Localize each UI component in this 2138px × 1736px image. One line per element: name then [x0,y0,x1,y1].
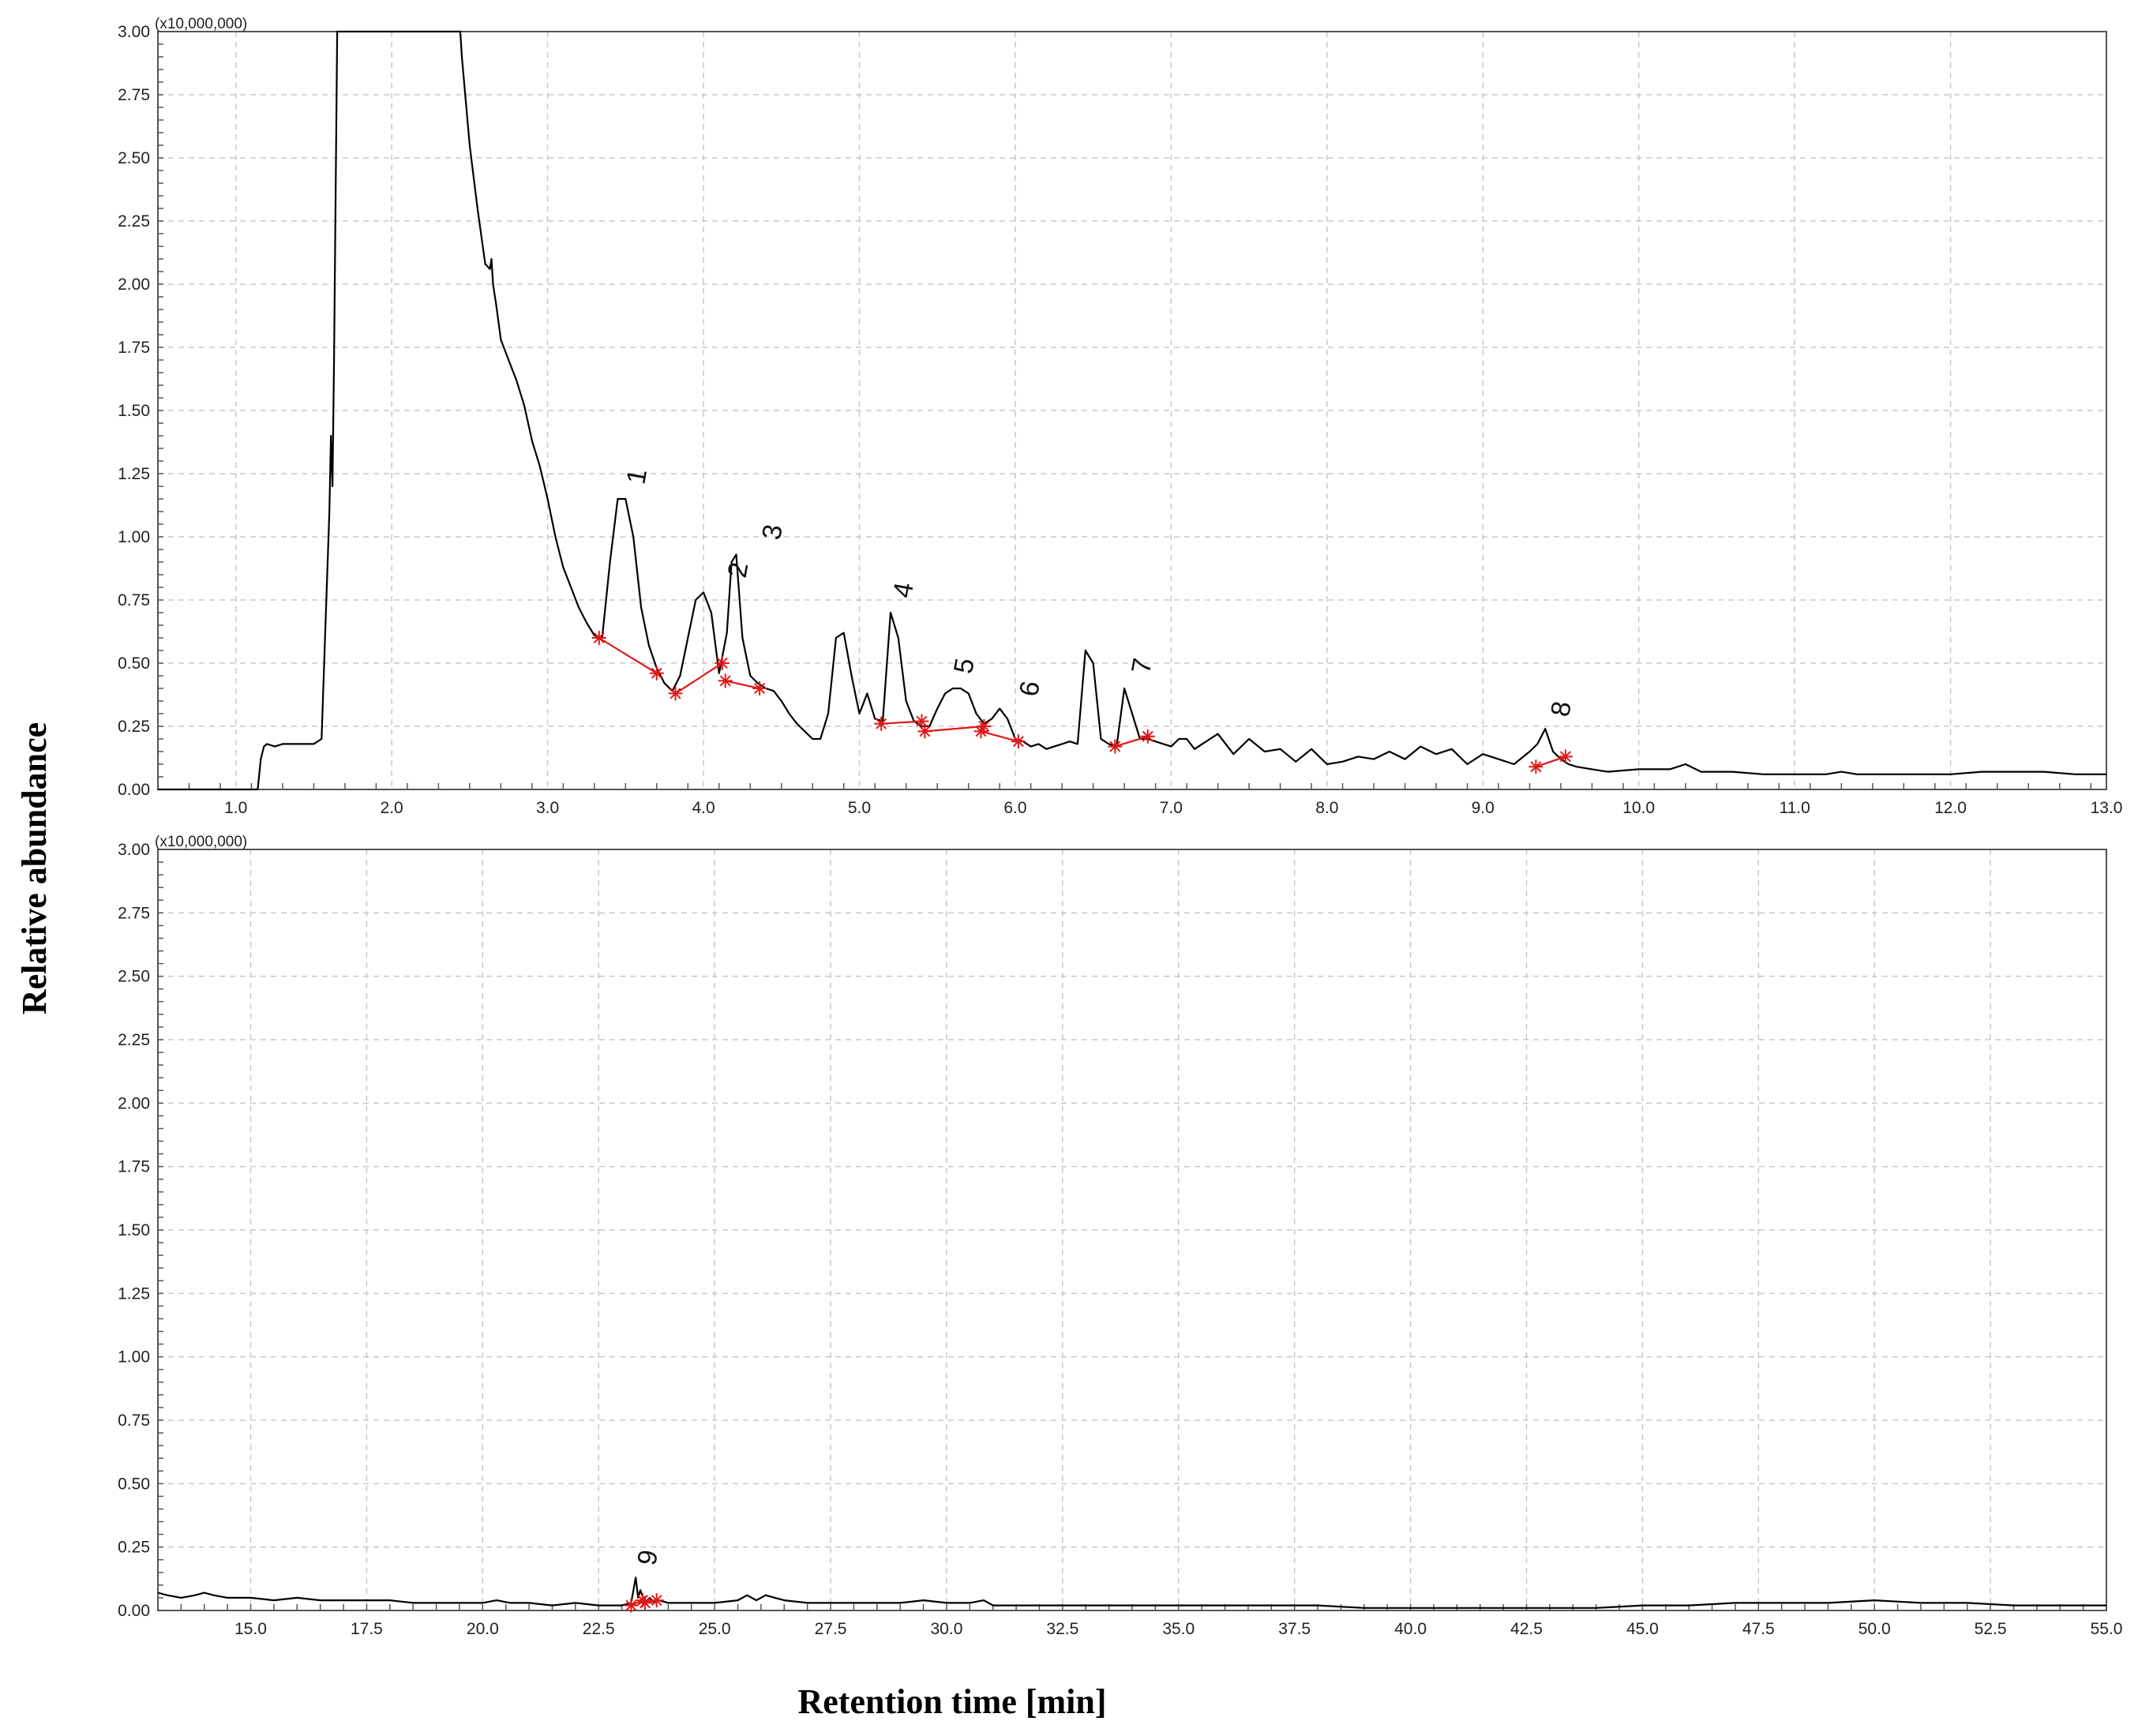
top-y-tick-label: 1.50 [118,402,150,420]
bottom-x-tick-label: 17.5 [351,1620,383,1638]
top-peak-label-1: 1 [621,467,653,486]
top-x-tick-label: 9.0 [1472,799,1495,817]
top-y-tick-label: 1.00 [118,528,150,546]
bottom-y-tick-label: 3.00 [118,841,150,859]
bottom-x-tick-label: 27.5 [815,1620,847,1638]
bottom-x-tick-label: 55.0 [2091,1620,2123,1638]
top-x-tick-label: 1.0 [224,799,247,817]
top-integration-marker [1140,729,1155,744]
top-x-tick-label: 12.0 [1934,799,1967,817]
bottom-peak-label-9: 9 [632,1547,664,1567]
top-x-tick-label: 2.0 [381,799,403,817]
top-chromatogram-trace [158,30,2106,791]
top-integration-baseline [1536,756,1566,768]
y-axis-title: Relative abundance [15,722,54,1014]
bottom-x-tick-label: 42.5 [1510,1620,1543,1638]
top-y-tick-label: 1.75 [118,339,150,357]
top-x-tick-label: 13.0 [2091,799,2123,817]
top-y-tick-label: 0.25 [118,718,150,736]
bottom-x-tick-label: 22.5 [583,1620,615,1638]
top-integration-marker [591,631,606,645]
bottom-y-tick-label: 0.50 [118,1475,150,1493]
bottom-x-tick-label: 52.5 [1975,1620,2007,1638]
top-integration-marker [649,666,664,681]
top-peak-label-3: 3 [756,522,789,542]
bottom-x-tick-label: 25.0 [699,1620,731,1638]
top-y-tick-label: 2.75 [118,86,150,104]
top-integration-marker [973,724,988,739]
top-integration-baseline [1114,735,1149,748]
bottom-y-tick-label: 1.00 [118,1348,150,1367]
top-peak-label-2: 2 [722,560,755,579]
top-integration-marker [718,673,733,688]
top-peak-label-4: 4 [887,580,920,600]
bottom-integration-marker [624,1598,639,1613]
bottom-y-tick-label: 0.25 [118,1539,150,1557]
bottom-x-tick-label: 32.5 [1046,1620,1078,1638]
bottom-y-tick-label: 1.75 [118,1158,150,1176]
top-y-tick-label: 3.00 [118,23,150,41]
top-peak-label-5: 5 [948,656,981,676]
bottom-chromatogram-trace [157,1577,2106,1609]
top-x-tick-label: 4.0 [692,799,715,817]
top-x-tick-label: 10.0 [1622,799,1655,817]
top-multiplier-label: (x10,000,000) [155,16,247,32]
top-x-tick-label: 3.0 [536,799,559,817]
top-integration-baseline [674,662,723,695]
bottom-integration-marker [638,1595,652,1610]
top-integration-marker [752,681,767,696]
top-y-tick-label: 0.75 [118,591,150,609]
top-integration-marker [715,656,730,670]
bottom-x-tick-label: 47.5 [1742,1620,1775,1638]
top-integration-baseline [981,730,1019,743]
bottom-x-tick-label: 15.0 [234,1620,267,1638]
top-integration-marker [874,716,889,731]
top-peak-label-8: 8 [1545,699,1577,718]
chromatogram-panel-top: 1.0 2.0 3.0 4.0 5.0 6.0 7.0 8.0 9.0 10.0 11.0 12.0 1… [118,16,2122,817]
top-integration-marker [668,686,683,701]
top-x-tick-label: 5.0 [848,799,871,817]
x-axis-title: Retention time [min] [797,1682,1106,1721]
chromatogram-panel-bottom: 15.0 17.5 20.0 22.5 25.0 27.5 30.0 32.5 35.0 37.5… [118,834,2122,1638]
top-x-tick-label: 7.0 [1160,799,1183,817]
bottom-y-tick-label: 2.25 [118,1031,150,1049]
top-integration-marker [1011,734,1026,749]
top-integration-baseline [598,637,658,674]
top-integration-baseline [925,725,985,733]
bottom-x-tick-label: 37.5 [1278,1620,1311,1638]
top-y-tick-label: 0.00 [118,781,150,799]
bottom-x-tick-label: 30.0 [931,1620,963,1638]
top-y-tick-label: 2.25 [118,212,150,231]
top-y-tick-label: 2.50 [118,149,150,167]
bottom-x-tick-label: 20.0 [467,1620,499,1638]
bottom-x-tick-label: 40.0 [1394,1620,1427,1638]
bottom-y-tick-label: 0.00 [118,1602,150,1620]
top-integration-marker [1108,739,1123,754]
bottom-integration-marker [649,1593,664,1608]
top-y-tick-label: 1.25 [118,465,150,483]
top-x-tick-label: 11.0 [1779,799,1810,817]
top-peak-label-7: 7 [1126,656,1158,676]
top-x-tick-label: 6.0 [1003,799,1026,817]
bottom-y-tick-label: 0.75 [118,1412,150,1430]
bottom-y-tick-label: 2.75 [118,904,150,922]
bottom-multiplier-label: (x10,000,000) [155,834,247,850]
bottom-y-tick-label: 1.50 [118,1221,150,1239]
bottom-y-tick-label: 2.50 [118,968,150,986]
bottom-x-tick-label: 35.0 [1162,1620,1195,1638]
bottom-y-tick-label: 2.00 [118,1094,150,1112]
top-integration-baseline [725,680,760,690]
top-integration-marker [917,724,932,739]
top-integration-marker [1528,759,1543,774]
top-x-tick-label: 8.0 [1315,799,1338,817]
top-y-tick-label: 2.00 [118,276,150,294]
bottom-x-tick-label: 50.0 [1859,1620,1891,1638]
bottom-y-tick-label: 1.25 [118,1284,150,1303]
top-peak-label-6: 6 [1014,679,1046,699]
top-y-tick-label: 0.50 [118,654,150,673]
bottom-x-tick-label: 45.0 [1626,1620,1659,1638]
top-integration-marker [1558,749,1573,764]
